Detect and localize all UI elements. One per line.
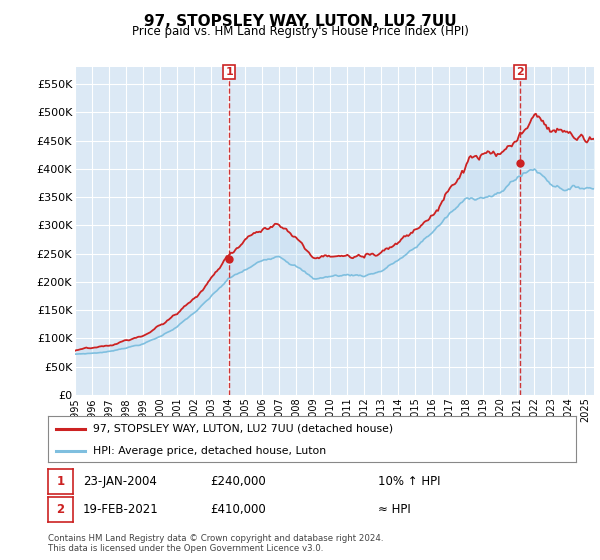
Text: 97, STOPSLEY WAY, LUTON, LU2 7UU (detached house): 97, STOPSLEY WAY, LUTON, LU2 7UU (detach… (93, 424, 393, 434)
Text: 2: 2 (56, 503, 65, 516)
Text: 97, STOPSLEY WAY, LUTON, LU2 7UU: 97, STOPSLEY WAY, LUTON, LU2 7UU (143, 14, 457, 29)
Text: Price paid vs. HM Land Registry's House Price Index (HPI): Price paid vs. HM Land Registry's House … (131, 25, 469, 38)
Text: 23-JAN-2004: 23-JAN-2004 (83, 475, 157, 488)
Text: £410,000: £410,000 (210, 503, 266, 516)
Text: HPI: Average price, detached house, Luton: HPI: Average price, detached house, Luto… (93, 446, 326, 455)
Text: 1: 1 (225, 67, 233, 77)
Text: 2: 2 (516, 67, 524, 77)
Text: 19-FEB-2021: 19-FEB-2021 (83, 503, 158, 516)
Text: £240,000: £240,000 (210, 475, 266, 488)
Text: ≈ HPI: ≈ HPI (378, 503, 411, 516)
Text: 1: 1 (56, 475, 65, 488)
Text: 10% ↑ HPI: 10% ↑ HPI (378, 475, 440, 488)
Text: Contains HM Land Registry data © Crown copyright and database right 2024.
This d: Contains HM Land Registry data © Crown c… (48, 534, 383, 553)
